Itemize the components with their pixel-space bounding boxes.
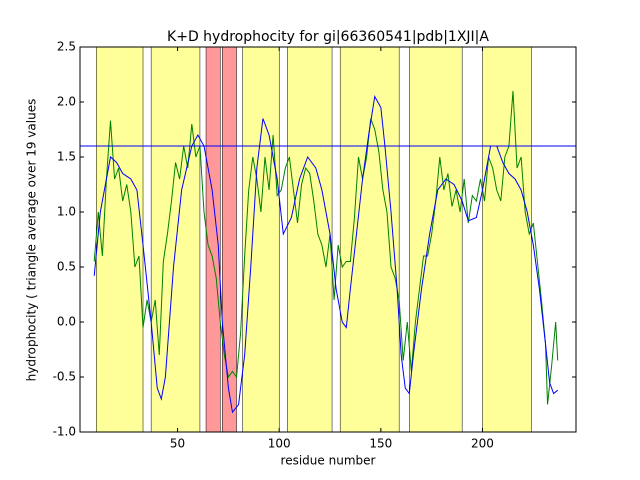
span (482, 46, 532, 433)
span (205, 46, 221, 433)
x-tick-label: 200 (471, 437, 494, 451)
y-tick-label: -1.0 (53, 425, 76, 439)
chart-title: K+D hydrophocity for gi|66360541|pdb|1XJ… (167, 29, 489, 45)
span (150, 46, 201, 433)
x-tick-label: 50 (170, 437, 185, 451)
series-line (93, 90, 559, 405)
span (242, 46, 280, 433)
y-tick-label: 2.0 (57, 95, 76, 109)
y-tick-label: 0.5 (57, 260, 76, 274)
x-axis-label: residue number (281, 454, 376, 468)
x-tick-label: 100 (268, 437, 291, 451)
span (96, 46, 144, 433)
plot-frame (79, 46, 577, 433)
series-line (93, 94, 559, 414)
y-tick-label: 1.0 (57, 205, 76, 219)
y-tick-label: -0.5 (53, 370, 76, 384)
span (339, 46, 400, 433)
x-tick-label: 150 (369, 437, 392, 451)
y-axis-label: hydrophocity ( triangle average over 19 … (25, 99, 39, 382)
y-tick-label: 2.5 (57, 40, 76, 54)
span (287, 46, 333, 433)
y-tick-label: 1.5 (57, 150, 76, 164)
y-tick-label: 0.0 (57, 315, 76, 329)
span (409, 46, 463, 433)
